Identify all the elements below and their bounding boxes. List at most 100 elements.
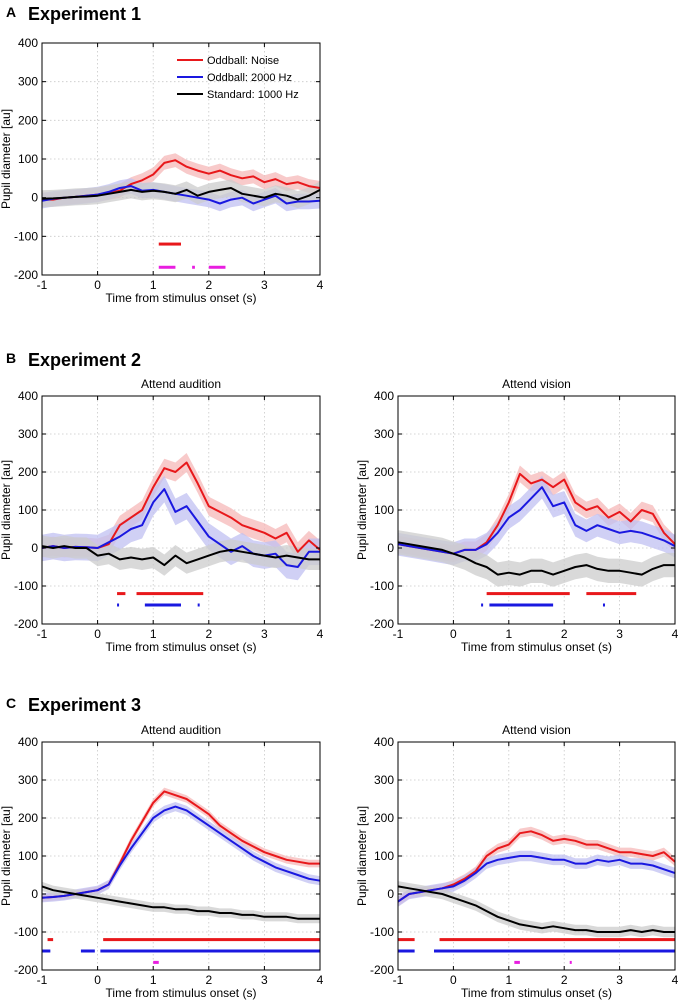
y-tick-label: 200 <box>374 465 394 479</box>
x-tick-label: 2 <box>205 278 212 292</box>
y-axis-label: Pupil diameter [au] <box>355 460 369 560</box>
y-tick-label: 0 <box>387 541 394 555</box>
y-tick-label: 0 <box>31 887 38 901</box>
error-band-hz2000 <box>398 475 675 566</box>
series-line-standard <box>41 885 320 920</box>
significance-bar-both <box>514 960 520 964</box>
x-tick-label: 2 <box>205 973 212 987</box>
x-tick-label: 0 <box>94 973 101 987</box>
x-tick-label: 3 <box>261 278 268 292</box>
series-line-hz2000 <box>41 805 321 899</box>
y-axis-label: Pupil diameter [au] <box>355 806 369 906</box>
x-tick-label: 4 <box>317 973 324 987</box>
x-tick-label: 3 <box>616 973 623 987</box>
y-tick-label: 300 <box>18 427 38 441</box>
y-tick-label: 0 <box>31 191 38 205</box>
x-tick-label: -1 <box>37 973 48 987</box>
x-tick-label: -1 <box>393 627 404 641</box>
x-tick-label: -1 <box>37 278 48 292</box>
error-band-standard <box>42 881 320 924</box>
y-tick-label: -200 <box>14 963 38 977</box>
significance-bar-noise <box>158 242 181 246</box>
y-tick-label: -200 <box>14 617 38 631</box>
significance-bar-both <box>192 265 195 269</box>
significance-bar-both <box>569 960 572 964</box>
legend: Oddball: Noise Oddball: 2000 Hz Standard: … <box>177 55 299 101</box>
chart-experiment-3-attend-audition: -1 0 1 2 3 4 -200 -100 0 100 200 300 400 Time from st… <box>0 723 324 1000</box>
chart-title: Attend vision <box>502 377 571 391</box>
experiment-3-title: Experiment 3 <box>28 695 141 715</box>
x-axis-label: Time from stimulus onset (s) <box>461 640 612 654</box>
y-tick-label: 300 <box>18 773 38 787</box>
chart-title: Attend vision <box>502 723 571 737</box>
experiment-2-title: Experiment 2 <box>28 350 141 370</box>
series-line-hz2000 <box>397 855 676 903</box>
x-tick-label: 1 <box>505 973 512 987</box>
significance-bar-noise <box>103 938 320 942</box>
y-tick-label: 200 <box>18 113 38 127</box>
chart-experiment-1: -1 0 1 2 3 4 -200 -100 0 100 200 300 400 Time from st… <box>0 36 324 305</box>
y-tick-label: 100 <box>18 503 38 517</box>
x-tick-label: 0 <box>450 627 457 641</box>
x-tick-label: 4 <box>672 627 679 641</box>
error-band-hz2000 <box>398 850 675 907</box>
significance-bar-noise <box>47 938 54 942</box>
significance-bar-hz2000 <box>80 949 95 953</box>
y-tick-label: 0 <box>387 887 394 901</box>
legend-label-hz2000: Oddball: 2000 Hz <box>207 72 292 84</box>
y-tick-label: -100 <box>370 579 394 593</box>
y-tick-label: 0 <box>31 541 38 555</box>
y-axis-label: Pupil diameter [au] <box>0 806 13 906</box>
error-band-hz2000 <box>42 802 320 903</box>
x-tick-label: 4 <box>317 278 324 292</box>
panel-letter-b: B <box>6 350 16 366</box>
significance-bar-hz2000 <box>602 603 605 607</box>
significance-bar-hz2000 <box>100 949 320 953</box>
y-tick-label: 400 <box>374 735 394 749</box>
y-tick-label: 100 <box>18 152 38 166</box>
x-tick-label: 0 <box>94 278 101 292</box>
y-tick-label: 300 <box>374 773 394 787</box>
y-tick-label: 200 <box>18 811 38 825</box>
chart-experiment-3-attend-vision: -1 0 1 2 3 4 -200 -100 0 100 200 300 400 Time from st… <box>355 723 679 1000</box>
series-line-standard <box>397 541 675 576</box>
y-tick-label: 300 <box>18 75 38 89</box>
x-tick-label: -1 <box>37 627 48 641</box>
series-line-hz2000 <box>41 488 320 568</box>
y-tick-label: -100 <box>14 229 38 243</box>
x-tick-label: 0 <box>94 627 101 641</box>
y-tick-label: 200 <box>374 811 394 825</box>
significance-bar-noise <box>398 938 415 942</box>
y-tick-label: 300 <box>374 427 394 441</box>
y-tick-label: -200 <box>370 617 394 631</box>
significance-bar-hz2000 <box>197 603 200 607</box>
x-tick-label: 0 <box>450 973 457 987</box>
y-tick-label: -200 <box>14 268 38 282</box>
x-axis-label: Time from stimulus onset (s) <box>106 291 257 305</box>
significance-bar-hz2000 <box>117 603 120 607</box>
chart-title: Attend audition <box>141 377 221 391</box>
significance-bar-hz2000 <box>144 603 181 607</box>
significance-bar-noise <box>486 592 570 596</box>
x-axis-label: Time from stimulus onset (s) <box>106 986 257 1000</box>
significance-bar-both <box>153 960 159 964</box>
series-line-standard <box>41 187 321 201</box>
x-tick-label: 1 <box>150 973 157 987</box>
significance-bar-noise <box>586 592 637 596</box>
x-tick-label: 1 <box>505 627 512 641</box>
x-tick-label: 3 <box>261 973 268 987</box>
significance-bar-noise <box>439 938 675 942</box>
legend-label-noise: Oddball: Noise <box>207 55 279 67</box>
y-tick-label: 400 <box>18 735 38 749</box>
x-tick-label: 1 <box>150 627 157 641</box>
x-tick-label: 2 <box>561 973 568 987</box>
axes-frame <box>397 395 676 625</box>
x-tick-label: 3 <box>616 627 623 641</box>
y-tick-label: -100 <box>14 925 38 939</box>
x-tick-label: 2 <box>205 627 212 641</box>
significance-bar-noise <box>136 592 204 596</box>
error-band-standard <box>398 530 675 587</box>
y-tick-label: 400 <box>374 389 394 403</box>
x-tick-label: 1 <box>150 278 157 292</box>
